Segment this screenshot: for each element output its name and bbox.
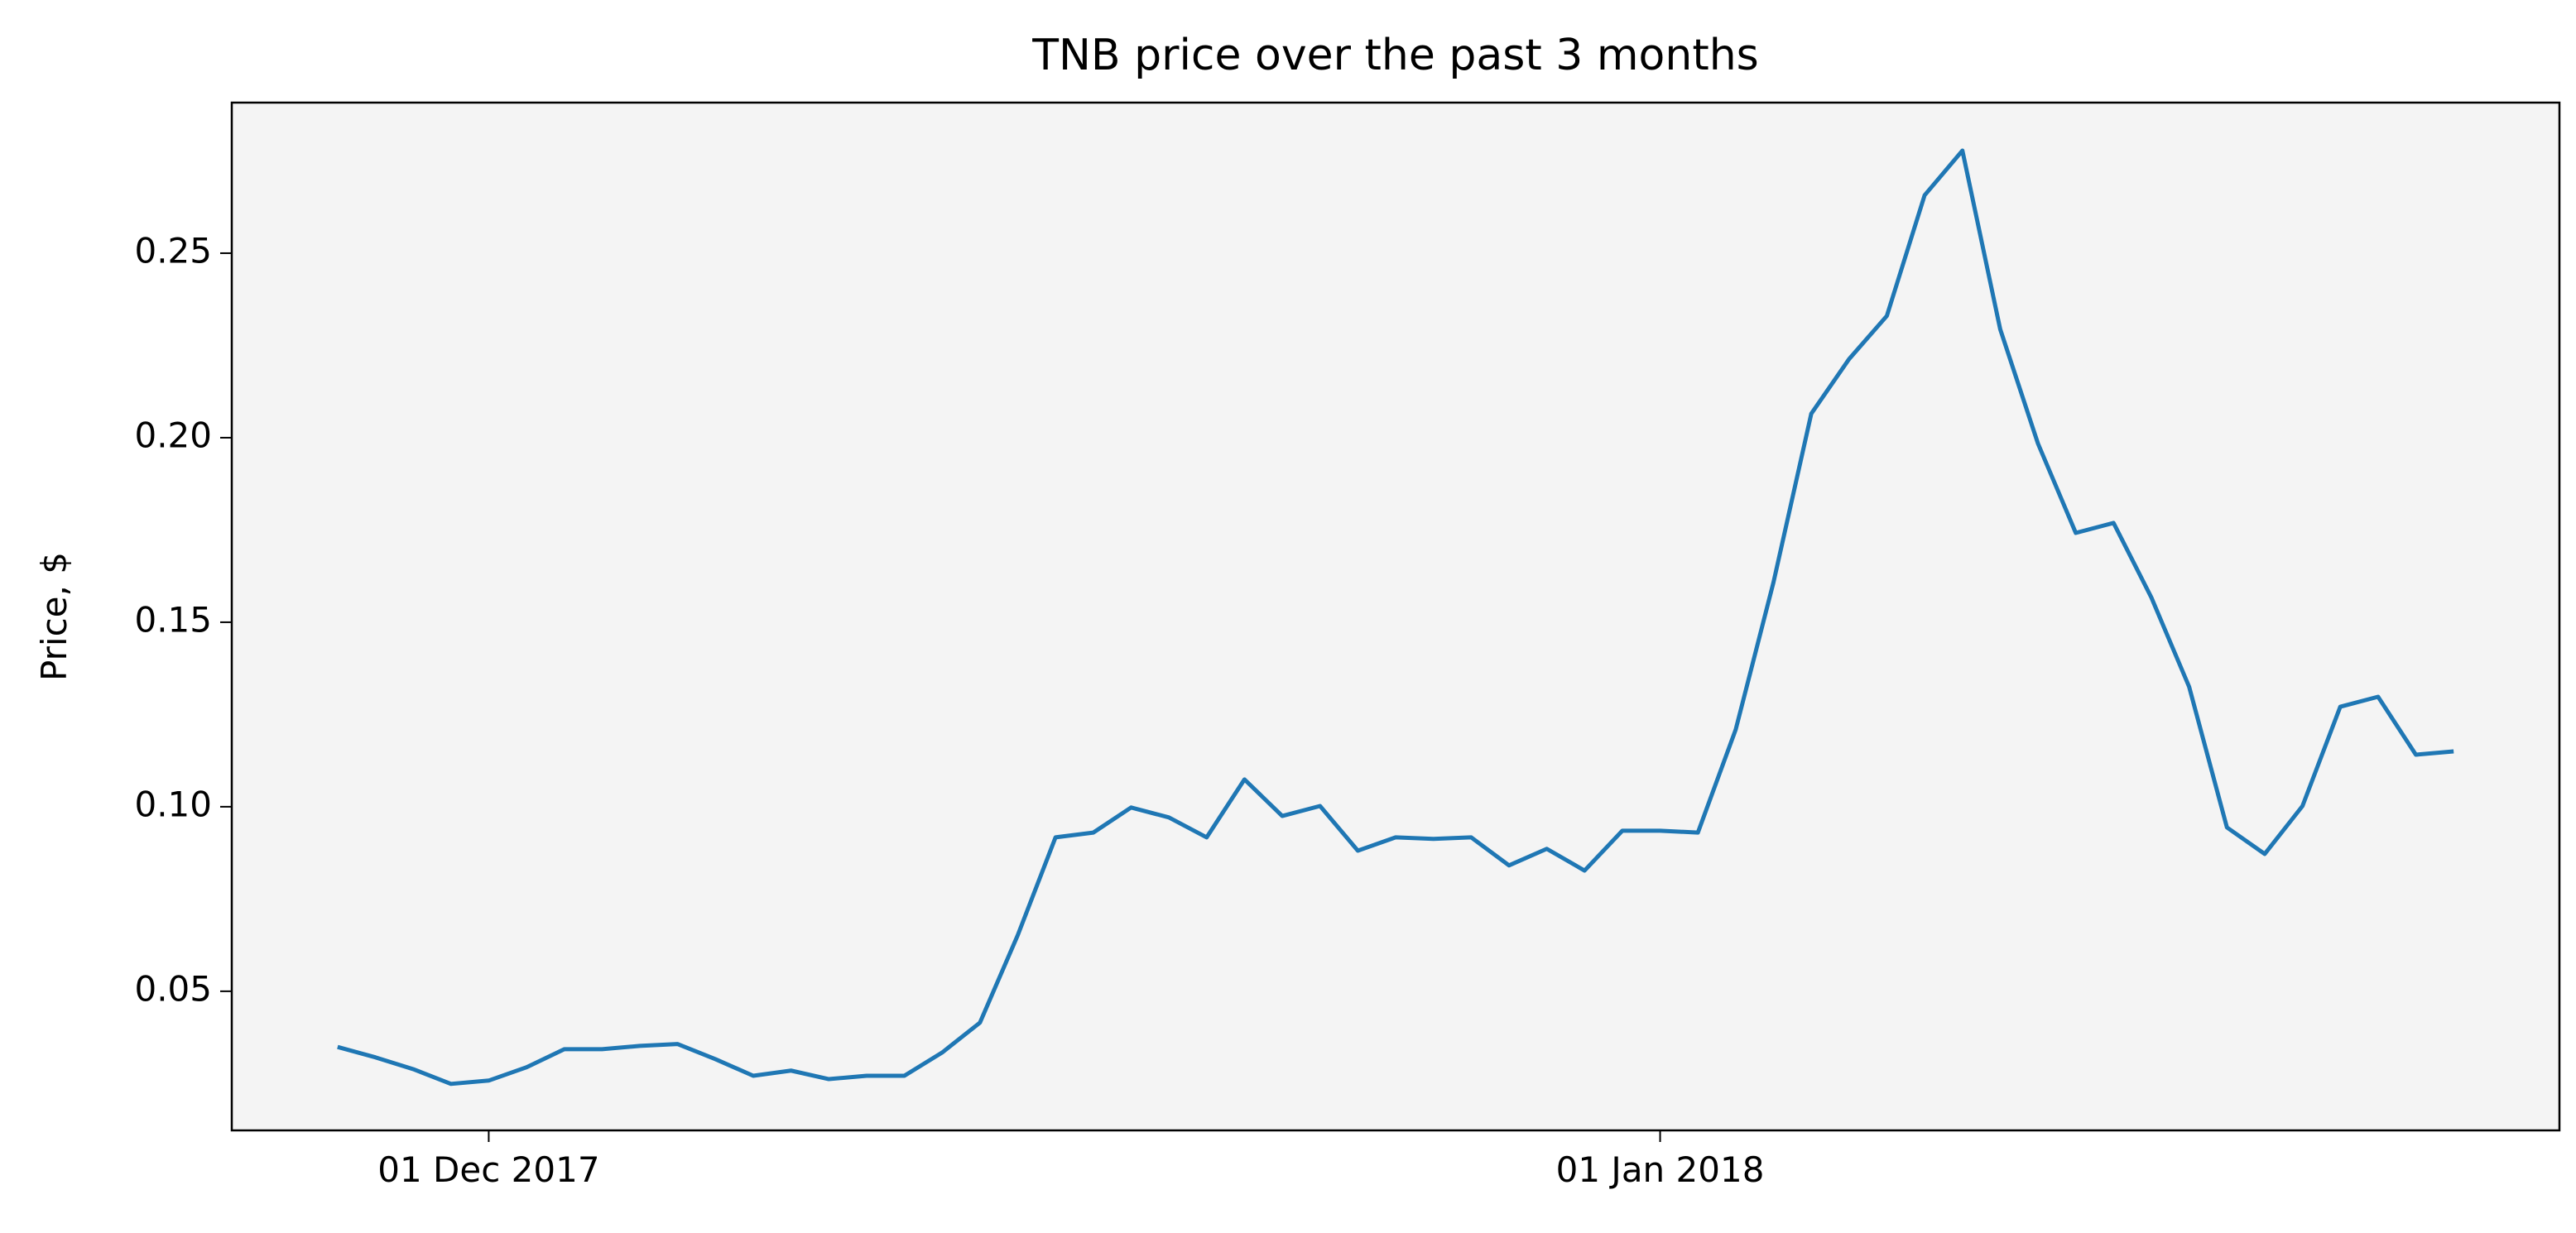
y-tick-label: 0.15	[134, 599, 212, 640]
y-tick-label: 0.05	[134, 968, 212, 1009]
plot-frame	[230, 101, 2561, 1132]
price-line	[337, 148, 2454, 1087]
chart-title: TNB price over the past 3 months	[1031, 31, 1759, 80]
y-axis-label: Price, $	[34, 552, 74, 681]
y-tick-label: 0.25	[134, 230, 212, 271]
plot-background	[232, 103, 2559, 1130]
y-tick-label: 0.10	[134, 784, 212, 824]
x-tick-label: 01 Dec 2017	[377, 1149, 599, 1190]
y-tick-label: 0.20	[134, 415, 212, 455]
x-tick-label: 01 Jan 2018	[1556, 1149, 1765, 1190]
